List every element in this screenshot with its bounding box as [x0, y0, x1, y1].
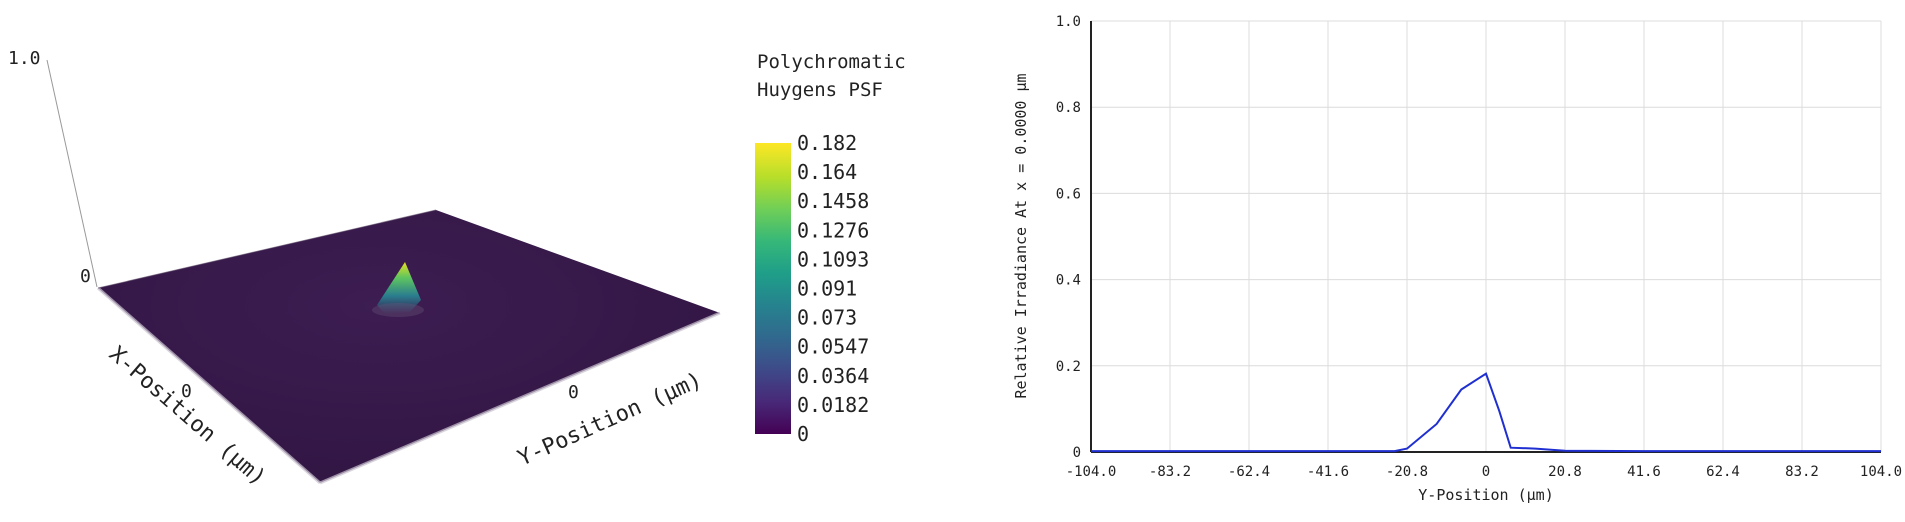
- x-tick-label: 0: [1482, 464, 1490, 480]
- colorbar-tick-label: 0.0182: [797, 393, 869, 417]
- colorbar-tick-label: 0.073: [797, 306, 857, 330]
- surface-plot: 1.0 0 X-Position (µm) 0 Y-Position (µm) …: [8, 48, 721, 491]
- x-tick-label: -20.8: [1386, 464, 1428, 480]
- z-axis-zero-label: 0: [80, 266, 91, 287]
- y-position-zero-tick: 0: [568, 382, 579, 403]
- colorbar-tick-label: 0.1458: [797, 189, 869, 213]
- psf-peak-glow: [372, 303, 424, 317]
- x-tick-label: 83.2: [1785, 464, 1819, 480]
- legend-title-line-1: Polychromatic: [757, 51, 906, 73]
- y-tick-label: 0.6: [1056, 186, 1081, 202]
- x-tick-label: 104.0: [1860, 464, 1902, 480]
- psf-peak: [377, 262, 421, 314]
- y-tick-label: 0: [1073, 445, 1081, 461]
- series-line: [1091, 372, 1881, 453]
- x-tick-label: 62.4: [1706, 464, 1740, 480]
- legend-title-line-2: Huygens PSF: [757, 79, 883, 101]
- plate-edge-back: [97, 209, 437, 289]
- x-tick-label: -104.0: [1066, 464, 1117, 480]
- y-tick-label: 0.2: [1056, 359, 1081, 375]
- colorbar-tick-label: 0.0364: [797, 364, 869, 388]
- colorbar-tick-label: 0.1276: [797, 218, 869, 242]
- psf-surface: [98, 210, 720, 483]
- plate-edge-front-right: [319, 311, 721, 485]
- plate-edge-front-left: [97, 286, 321, 485]
- z-axis-line: [46, 59, 98, 288]
- x-tick-label: -83.2: [1149, 464, 1191, 480]
- y-tick-label: 0.8: [1056, 100, 1081, 116]
- colorbar: [755, 143, 791, 434]
- colorbar-tick-label: 0.1093: [797, 247, 869, 271]
- y-axis-title: Relative Irradiance At x = 0.0000 µm: [1012, 73, 1030, 398]
- x-tick-label: -62.4: [1228, 464, 1270, 480]
- colorbar-tick-label: 0.0547: [797, 335, 869, 359]
- y-tick-label: 1.0: [1056, 14, 1081, 30]
- colorbar-tick-label: 0.091: [797, 277, 857, 301]
- line-plot: 0 0.2 0.4 0.6 0.8 1.0 -104.0 -83.2 -62.4 -41.6 -2…: [1012, 14, 1902, 504]
- colorbar-tick-label: 0.182: [797, 131, 857, 155]
- colorbar-legend: Polychromatic Huygens PSF 0.182 0.164 0.14…: [755, 51, 906, 446]
- y-tick-label: 0.4: [1056, 273, 1081, 289]
- colorbar-tick-label: 0: [797, 422, 809, 446]
- x-axis-title: Y-Position (µm): [1418, 486, 1553, 504]
- x-tick-label: 41.6: [1627, 464, 1661, 480]
- x-position-zero-tick: 0: [181, 381, 192, 402]
- colorbar-tick-label: 0.164: [797, 160, 857, 184]
- x-tick-label: -41.6: [1307, 464, 1349, 480]
- z-axis-top-label: 1.0: [8, 48, 41, 69]
- x-tick-label: 20.8: [1548, 464, 1582, 480]
